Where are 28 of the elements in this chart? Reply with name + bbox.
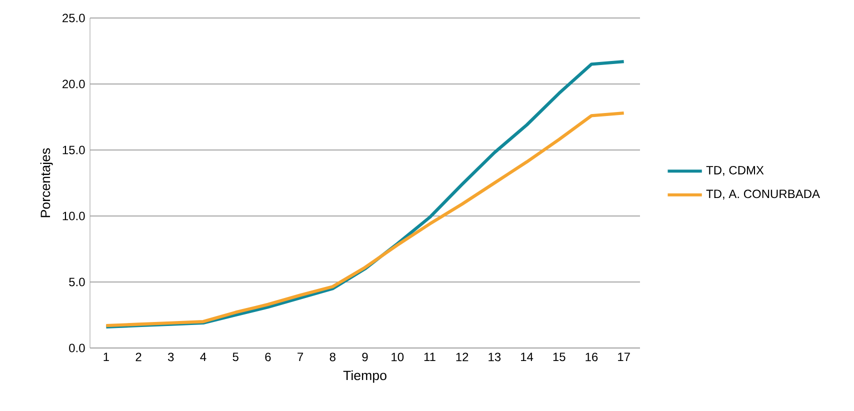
x-tick-label: 1 [104,352,109,361]
x-tick-label: 4 [200,352,206,361]
x-tick-label: 15 [553,352,566,362]
y-tick-label: 25.0 [62,14,85,22]
y-tick-label: 20.0 [62,80,85,88]
x-axis-title: Tiempo [343,370,386,383]
y-tick-label: 5.0 [69,278,85,286]
line-series [104,111,626,328]
x-tick-label: 14 [521,352,534,361]
x-tick-label: 16 [586,352,598,362]
x-tick-label: 8 [330,352,336,362]
x-tick-label: 3 [168,352,174,362]
legend-label: TD, A. CONURBADA [706,190,820,200]
x-tick-label: 6 [265,352,271,362]
x-tick-label: 10 [392,352,404,362]
x-tick-label: 9 [362,352,368,362]
x-tick-label: 12 [456,352,468,362]
y-axis-title: Porcentajes [40,148,53,218]
x-tick-label: 17 [618,352,630,361]
x-tick-label: 7 [298,352,304,361]
y-tick-label: 10.0 [62,212,85,220]
y-tick-label: 15.0 [62,146,85,154]
x-tick-label: 2 [136,352,142,362]
legend-label: TD, CDMX [706,166,764,176]
x-tick-label: 5 [232,352,238,362]
x-tick-label: 11 [424,352,436,361]
x-tick-label: 13 [488,352,501,362]
y-tick-label: 0.0 [69,344,85,352]
